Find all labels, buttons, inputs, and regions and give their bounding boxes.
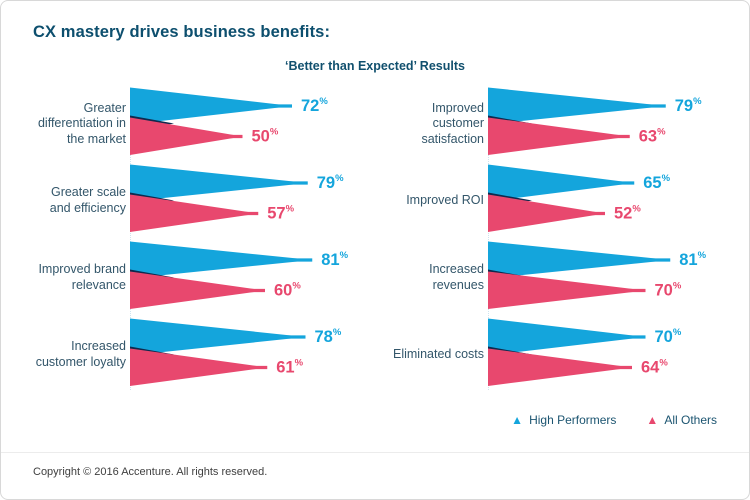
category-label: Greater differentiation in the market bbox=[37, 100, 126, 146]
high-performers-triangle bbox=[130, 87, 292, 125]
category-label: Eliminated costs bbox=[392, 347, 484, 362]
all-others-value: 60% bbox=[274, 280, 301, 300]
high-performers-value: 81% bbox=[321, 250, 348, 270]
high-performers-value: 78% bbox=[315, 327, 342, 347]
all-others-value: 57% bbox=[267, 203, 294, 223]
high-performers-value: 70% bbox=[655, 327, 682, 347]
chart-row: Improved brand relevance 81% 60% bbox=[31, 241, 387, 315]
chart-column: Greater differentiation in the market 72%… bbox=[31, 87, 387, 392]
all-others-triangle bbox=[130, 271, 265, 309]
triangle-pair: 70% 64% bbox=[488, 318, 682, 386]
all-others-triangle bbox=[488, 117, 630, 155]
high-performers-value: 79% bbox=[675, 96, 702, 116]
triangle-pair: 81% 70% bbox=[488, 241, 707, 309]
chart-row: Increased revenues 81% 70% bbox=[389, 241, 745, 315]
legend-label: High Performers bbox=[529, 413, 617, 427]
high-performers-triangle bbox=[130, 241, 313, 279]
category-label: Greater scale and efficiency bbox=[49, 185, 126, 215]
triangle-pair: 81% 60% bbox=[130, 241, 349, 309]
legend-label: All Others bbox=[664, 413, 717, 427]
high-performers-value: 72% bbox=[301, 96, 328, 116]
page-title: CX mastery drives business benefits: bbox=[33, 23, 331, 41]
all-others-value: 50% bbox=[252, 126, 279, 146]
category-label: Improved ROI bbox=[406, 193, 484, 208]
high-performers-triangle bbox=[488, 164, 635, 202]
all-others-triangle bbox=[488, 348, 632, 386]
all-others-triangle bbox=[130, 348, 268, 386]
high-performers-value: 81% bbox=[679, 250, 706, 270]
triangle-up-icon: ▲ bbox=[511, 413, 524, 427]
triangle-up-icon: ▲ bbox=[646, 413, 659, 427]
all-others-value: 63% bbox=[639, 126, 666, 146]
triangle-pair: 78% 61% bbox=[130, 318, 342, 386]
category-label: Improved customer satisfaction bbox=[421, 100, 484, 146]
chart-row: Greater scale and efficiency 79% 57% bbox=[31, 164, 387, 238]
all-others-triangle bbox=[130, 117, 243, 155]
high-performers-triangle bbox=[130, 318, 306, 356]
triangle-pair: 79% 63% bbox=[488, 87, 702, 155]
high-performers-value: 65% bbox=[643, 173, 670, 193]
all-others-value: 52% bbox=[614, 203, 641, 223]
category-label: Improved brand relevance bbox=[38, 262, 126, 292]
legend-item-high-performers: ▲ High Performers bbox=[511, 413, 616, 427]
footer: Copyright © 2016 Accenture. All rights r… bbox=[1, 452, 749, 499]
chart-row: Improved customer satisfaction 79% 63% bbox=[389, 87, 745, 161]
legend-item-all-others: ▲ All Others bbox=[646, 413, 717, 427]
all-others-value: 64% bbox=[641, 357, 668, 377]
high-performers-triangle bbox=[130, 164, 308, 202]
high-performers-triangle bbox=[488, 87, 666, 125]
triangle-pair: 72% 50% bbox=[130, 87, 328, 155]
category-label: Increased customer loyalty bbox=[35, 339, 126, 369]
all-others-value: 70% bbox=[655, 280, 682, 300]
high-performers-triangle bbox=[488, 241, 671, 279]
chart-row: Eliminated costs 70% 64% bbox=[389, 318, 745, 392]
triangle-bar-chart: Greater differentiation in the market 72%… bbox=[31, 87, 745, 392]
chart-row: Improved ROI 65% 52% bbox=[389, 164, 745, 238]
chart-subtitle: ‘Better than Expected’ Results bbox=[285, 59, 465, 73]
legend: ▲ High Performers ▲ All Others bbox=[511, 413, 717, 427]
chart-row: Increased customer loyalty 78% 61% bbox=[31, 318, 387, 392]
all-others-triangle bbox=[488, 271, 646, 309]
chart-row: Greater differentiation in the market 72%… bbox=[31, 87, 387, 161]
all-others-value: 61% bbox=[276, 357, 303, 377]
all-others-triangle bbox=[488, 194, 605, 232]
category-label: Increased revenues bbox=[429, 262, 484, 292]
triangle-pair: 65%52% bbox=[488, 164, 671, 232]
triangle-pair: 79% 57% bbox=[130, 164, 344, 232]
all-others-triangle bbox=[130, 194, 259, 232]
copyright-text: Copyright © 2016 Accenture. All rights r… bbox=[33, 466, 268, 478]
chart-column: Improved customer satisfaction 79% 63% Impr… bbox=[389, 87, 745, 392]
high-performers-value: 79% bbox=[317, 173, 344, 193]
high-performers-triangle bbox=[488, 318, 646, 356]
